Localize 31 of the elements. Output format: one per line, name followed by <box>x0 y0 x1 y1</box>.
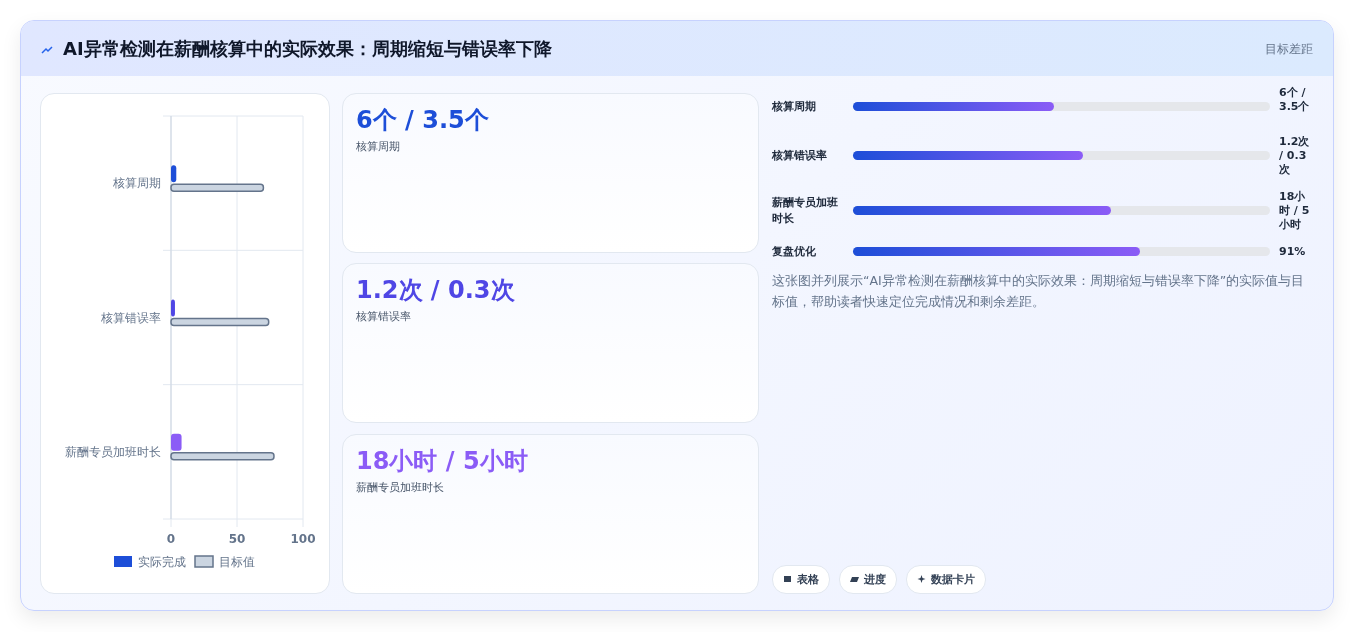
y-tick-label: 核算错误率 <box>772 148 828 164</box>
bar <box>171 299 175 317</box>
y-tick-label: 核算周期 <box>112 176 161 191</box>
legend-label: 实际完成 <box>138 555 186 569</box>
x-tick-label: 0 <box>166 532 176 546</box>
text: 6个 / 3.5个 <box>1279 86 1311 114</box>
text: 91% <box>1279 245 1307 259</box>
text: 1.2次 / 0.3次 <box>1279 135 1311 177</box>
y-tick-label: 核算错误率 <box>100 310 161 325</box>
y-tick-label: 薪酬专员加班时长 <box>772 195 839 227</box>
x-tick-label: 100 <box>290 532 316 546</box>
text: 18小时 / 5小时 <box>356 446 528 477</box>
text: 表格 <box>797 573 819 586</box>
text: 18小时 / 5小时 <box>1279 190 1311 232</box>
bar <box>171 433 182 451</box>
annotation: 这张图并列展示“AI异常检测在薪酬核算中的实际效果：周期缩短与错误率下降”的实际值与目标值，帮助读者快速定位完成情况和剩余差距。 <box>772 272 1306 311</box>
text: 核算错误率 <box>356 309 411 324</box>
text: 核算周期 <box>356 139 400 154</box>
bar <box>171 165 177 183</box>
text: 6个 / 3.5个 <box>356 105 489 136</box>
y-tick-label: 薪酬专员加班时长 <box>65 444 161 459</box>
text: 目标差距 <box>1265 41 1313 58</box>
text: 数据卡片 <box>931 573 975 586</box>
text: 1.2次 / 0.3次 <box>356 275 515 306</box>
text: 薪酬专员加班时长 <box>356 480 444 495</box>
y-tick-label: 核算周期 <box>772 99 817 115</box>
text: 进度 <box>864 573 886 586</box>
text: AI异常检测在薪酬核算中的实际效果：周期缩短与错误率下降 <box>63 37 552 61</box>
legend-label: 目标值 <box>219 555 255 569</box>
x-tick-label: 50 <box>228 532 246 546</box>
y-tick-label: 复盘优化 <box>772 244 817 260</box>
